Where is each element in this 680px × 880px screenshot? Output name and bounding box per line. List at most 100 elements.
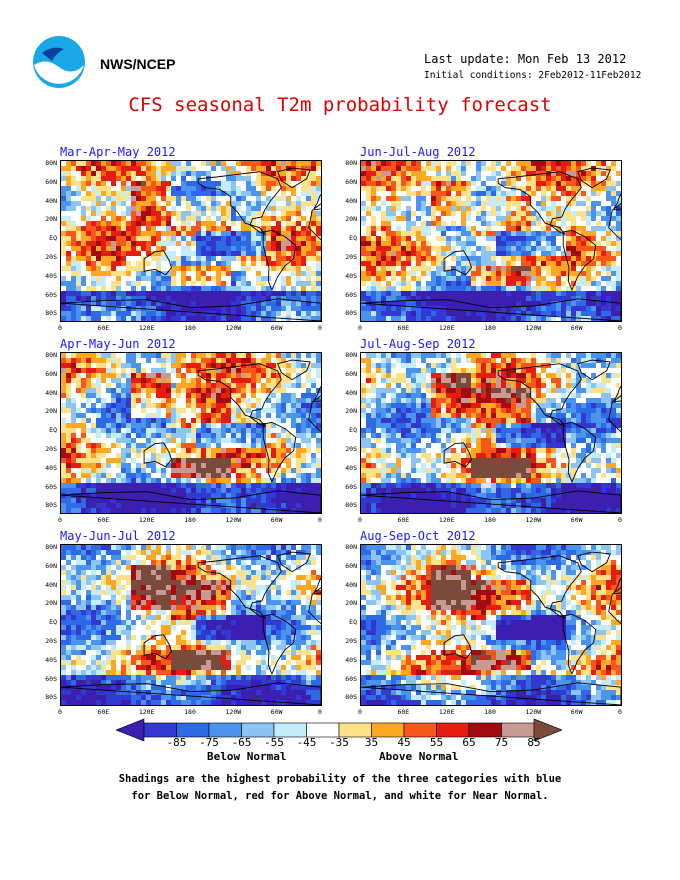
longitude-label: 0: [618, 324, 622, 332]
latitude-label: 20N: [45, 215, 57, 224]
colorbar-tick-label: -35: [329, 736, 349, 749]
longitude-label: 0: [58, 708, 62, 716]
latitude-label: EQ: [49, 618, 57, 627]
latitude-label: 40S: [345, 271, 357, 280]
colorbar-tick-label: 65: [462, 736, 476, 749]
organization-label: NWS/NCEP: [100, 56, 176, 72]
panel-title: Jun-Jul-Aug 2012: [360, 145, 476, 159]
latitude-label: 80N: [345, 351, 357, 359]
colorbar-tick-label: 55: [429, 736, 444, 749]
latitude-label: 80S: [345, 309, 357, 318]
colorbar-segment: [468, 722, 502, 738]
colorbar-segment: [143, 722, 177, 738]
latitude-label: 80N: [45, 159, 57, 167]
colorbar-segment: [436, 722, 470, 738]
longitude-label: 0: [58, 324, 62, 332]
latitude-label: 20S: [345, 253, 357, 261]
page-title: CFS seasonal T2m probability forecast: [128, 94, 552, 116]
latitude-label: 20N: [345, 407, 357, 416]
longitude-label: 60W: [570, 324, 583, 332]
colorbar-tick-label: -45: [296, 736, 317, 749]
longitude-label: 180: [484, 516, 496, 524]
longitude-label: 60W: [270, 324, 283, 332]
colorbar-tick-label: -55: [264, 736, 284, 749]
colorbar-segment: [241, 722, 275, 738]
caption-line-2: for Below Normal, red for Above Normal, …: [131, 790, 549, 802]
latitude-label: 80S: [45, 501, 57, 510]
colorbar-segment: [338, 722, 372, 738]
latitude-label: 80S: [345, 693, 357, 702]
probability-map: [60, 160, 322, 322]
latitude-label: 40N: [45, 580, 57, 589]
longitude-label: 60E: [397, 324, 410, 332]
latitude-label: EQ: [349, 618, 357, 627]
longitude-label: 120E: [438, 324, 455, 332]
caption-line-1: Shadings are the highest probability of …: [118, 773, 562, 785]
longitude-label: 60E: [397, 516, 410, 524]
below-normal-label: Below Normal: [207, 750, 287, 763]
latitude-label: 60S: [45, 290, 57, 299]
latitude-label: 80S: [45, 693, 57, 702]
longitude-label: 0: [358, 324, 362, 332]
longitude-label: 120W: [525, 324, 542, 332]
colorbar-segment: [501, 722, 535, 738]
colorbar-segment: [306, 722, 340, 738]
latitude-label: EQ: [349, 234, 357, 243]
latitude-label: 80S: [345, 501, 357, 510]
longitude-label: 0: [618, 708, 622, 716]
latitude-label: 80N: [45, 543, 57, 551]
longitude-label: 0: [318, 516, 322, 524]
panel-title: Jul-Aug-Sep 2012: [360, 337, 476, 351]
probability-map: [60, 352, 322, 514]
colorbar-segment: [273, 722, 307, 738]
latitude-label: 20S: [345, 637, 357, 645]
probability-map: [360, 160, 622, 322]
longitude-label: 180: [484, 708, 496, 716]
latitude-label: 40S: [45, 655, 57, 664]
probability-map: [360, 544, 622, 706]
longitude-label: 60E: [397, 708, 410, 716]
probability-map: [60, 544, 322, 706]
colorbar: [116, 718, 562, 742]
colorbar-segment: [208, 722, 242, 738]
colorbar-right-arrow: [533, 718, 562, 742]
longitude-label: 120E: [138, 708, 155, 716]
longitude-label: 0: [358, 516, 362, 524]
longitude-label: 120W: [525, 516, 542, 524]
colorbar-tick-label: 45: [397, 736, 411, 749]
latitude-label: 40N: [345, 196, 357, 205]
longitude-label: 120E: [138, 324, 155, 332]
latitude-label: 40S: [45, 271, 57, 280]
colorbar-tick-label: 35: [364, 736, 379, 749]
latitude-label: 80N: [345, 159, 357, 167]
longitude-label: 0: [618, 516, 622, 524]
latitude-label: EQ: [49, 234, 57, 243]
latitude-label: 60N: [45, 561, 57, 570]
latitude-label: 60S: [345, 674, 357, 683]
latitude-label: 40N: [345, 388, 357, 397]
latitude-label: 20S: [45, 253, 57, 261]
latitude-label: 20S: [345, 445, 357, 453]
longitude-label: 60W: [570, 516, 583, 524]
latitude-label: 40S: [45, 463, 57, 472]
latitude-label: 60N: [45, 369, 57, 378]
latitude-label: 60S: [45, 674, 57, 683]
colorbar-segment: [176, 722, 210, 738]
latitude-label: 80N: [345, 543, 357, 551]
latitude-label: 60N: [345, 561, 357, 570]
longitude-label: 120W: [225, 516, 242, 524]
colorbar-segment: [403, 722, 437, 738]
latitude-label: 20N: [45, 599, 57, 608]
panel-title: Apr-May-Jun 2012: [60, 337, 176, 351]
latitude-label: EQ: [349, 426, 357, 435]
colorbar-tick-label: -85: [166, 736, 187, 749]
longitude-label: 0: [58, 516, 62, 524]
longitude-label: 120W: [225, 708, 242, 716]
latitude-label: 40S: [345, 655, 357, 664]
latitude-label: 20S: [45, 637, 57, 645]
colorbar-tick-label: -65: [231, 736, 252, 749]
panel-title: Mar-Apr-May 2012: [60, 145, 176, 159]
probability-map: [360, 352, 622, 514]
longitude-label: 60E: [97, 324, 110, 332]
longitude-label: 180: [184, 516, 196, 524]
